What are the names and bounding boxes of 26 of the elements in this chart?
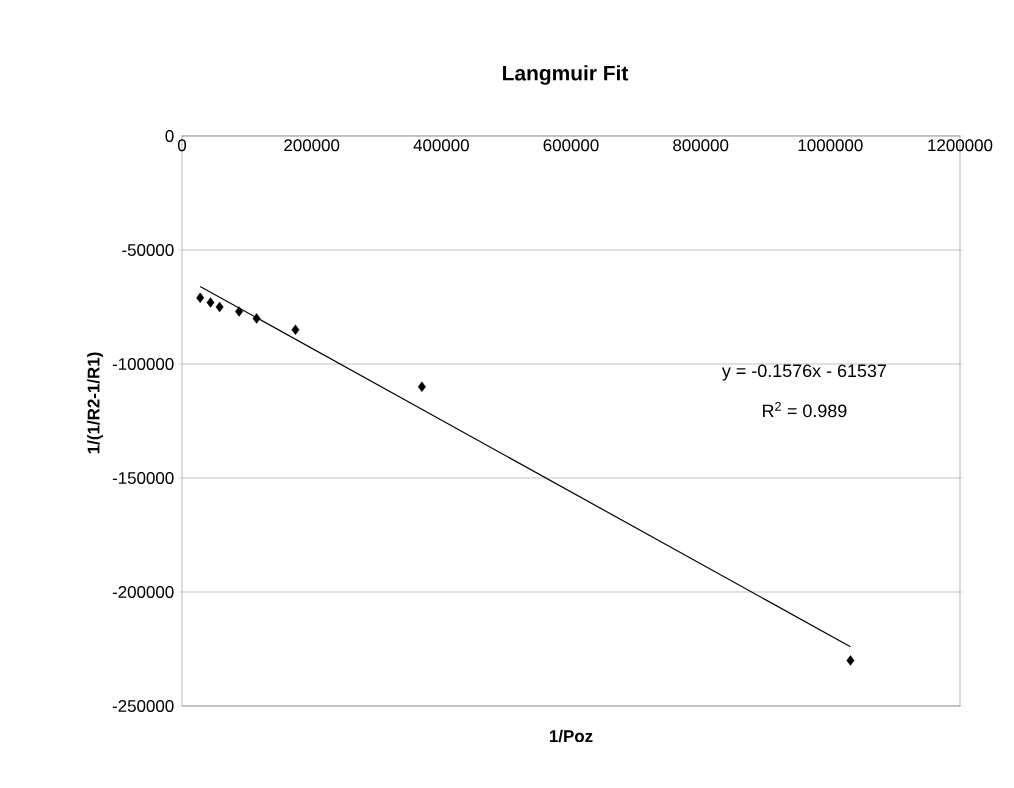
x-tick-label: 800000 — [673, 139, 729, 152]
point — [196, 292, 205, 304]
y-tick-label: 0 — [165, 129, 174, 142]
x-tick-label: 600000 — [543, 139, 599, 152]
x-tick-label: 0 — [177, 139, 187, 152]
y-tick-label: -250000 — [112, 699, 174, 712]
y-tick-label: -200000 — [112, 585, 174, 598]
point — [252, 313, 261, 324]
x-tick-label: 1000000 — [798, 139, 863, 152]
point — [215, 301, 224, 313]
x-axis-title: 1/Poz — [549, 729, 593, 743]
point — [235, 306, 244, 317]
point — [846, 655, 855, 666]
chart-title: Langmuir Fit — [503, 65, 629, 85]
x-tick-label: 400000 — [413, 139, 469, 152]
y-axis-title: 1/(1/R2-1/R1) — [87, 352, 103, 454]
y-tick-label: -150000 — [112, 471, 174, 484]
x-tick-label: 1200000 — [928, 139, 993, 152]
point — [291, 324, 300, 335]
annotation: R$^{2}$ = 0.989 — [763, 401, 847, 418]
y-tick-label: -50000 — [122, 243, 174, 256]
point — [417, 381, 426, 392]
annotation: y = -0.1576x - 61537 — [721, 364, 886, 381]
y-tick-label: -100000 — [112, 357, 174, 370]
x-tick-label: 200000 — [284, 139, 340, 152]
point — [206, 297, 215, 308]
